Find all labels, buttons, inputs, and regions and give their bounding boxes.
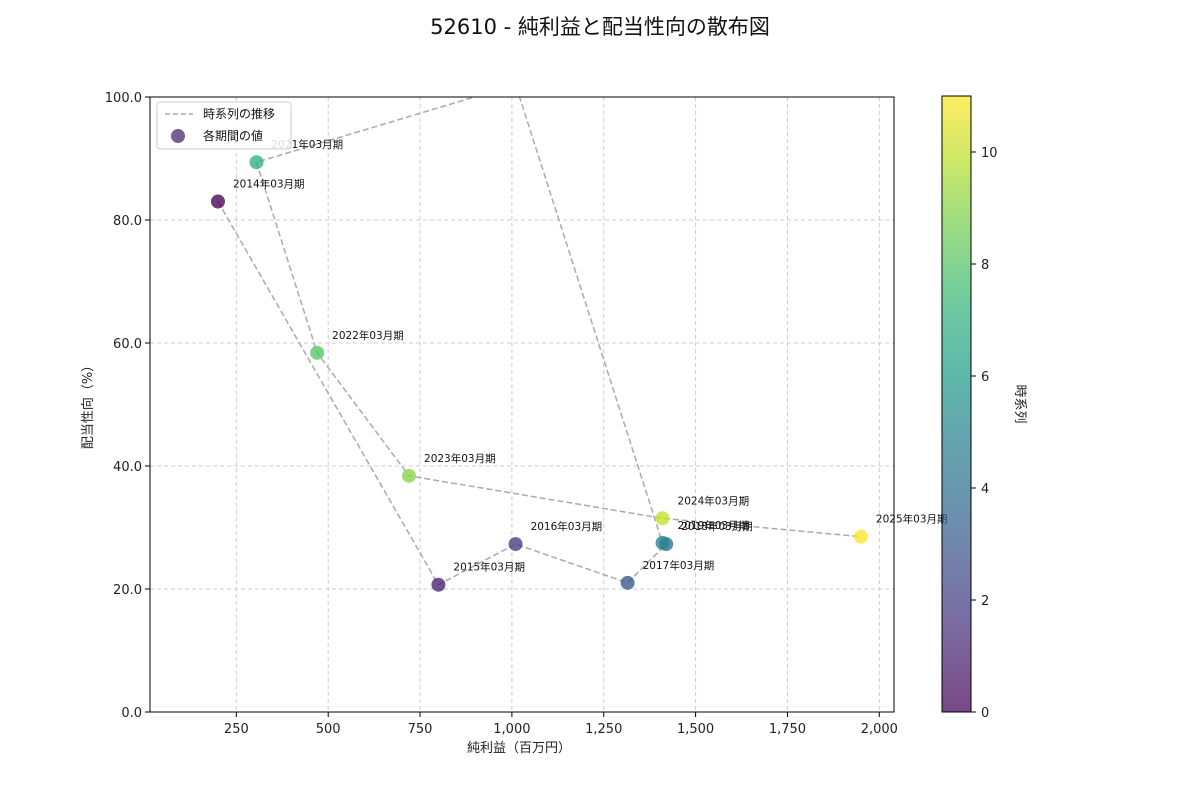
point-label: 2014年03月期 — [233, 178, 305, 191]
data-point — [655, 535, 670, 550]
plot-area: 2014年03月期 2015年03月期 2016年03月期 2017年03月期 2018… — [105, 91, 948, 737]
colorbar-tick-label: 10 — [981, 146, 998, 161]
point-label: 2025年03月期 — [876, 513, 948, 526]
point-label: 2019年03月期 — [678, 519, 750, 532]
colorbar-tick-label: 4 — [981, 482, 989, 497]
data-point — [431, 577, 446, 592]
data-point — [853, 529, 868, 544]
trend-line-group — [217, 97, 861, 586]
data-point — [249, 155, 264, 170]
colorbar-bar — [941, 95, 972, 713]
point-label: 2016年03月期 — [531, 520, 603, 533]
legend-point-label: 各期間の値 — [203, 128, 263, 143]
y-tick-label: 0.0 — [121, 706, 142, 721]
chart-title: 52610 - 純利益と配当性向の散布図 — [430, 15, 770, 39]
legend-point-swatch — [171, 129, 185, 143]
colorbar: 0 2 4 6 8 10 — [941, 95, 998, 721]
data-point — [402, 468, 417, 483]
point-label: 2024年03月期 — [678, 494, 750, 507]
x-tick-label: 1,250 — [585, 722, 622, 737]
colorbar-tick-label: 0 — [981, 706, 989, 721]
legend: 時系列の推移 各期間の値 — [156, 101, 292, 150]
y-tick-label: 40.0 — [113, 460, 142, 475]
x-tick-label: 2,000 — [861, 722, 898, 737]
data-point — [620, 575, 635, 590]
colorbar-tick-label: 8 — [981, 258, 989, 273]
point-label: 2017年03月期 — [643, 559, 715, 572]
colorbar-tick-label: 2 — [981, 594, 989, 609]
y-tick-label: 20.0 — [113, 583, 142, 598]
y-tick-label: 80.0 — [113, 214, 142, 229]
x-axis-title: 純利益（百万円） — [467, 741, 571, 756]
x-tick-label: 750 — [408, 722, 433, 737]
point-label: 2015年03月期 — [453, 561, 525, 574]
data-point — [508, 537, 523, 552]
x-tick-label: 1,750 — [769, 722, 806, 737]
trend-line — [217, 97, 861, 586]
y-axis-title: 配当性向（%） — [80, 359, 96, 449]
point-label: 2022年03月期 — [332, 329, 404, 342]
point-label: 2018年03月期 — [681, 520, 753, 533]
data-point — [310, 345, 325, 360]
x-tick-label: 500 — [316, 722, 341, 737]
x-tick-label: 1,500 — [677, 722, 714, 737]
y-tick-label: 60.0 — [113, 337, 142, 352]
plot-frame — [149, 96, 895, 713]
data-point — [655, 511, 670, 526]
legend-line-label: 時系列の推移 — [203, 107, 275, 121]
x-tick-label: 1,000 — [493, 722, 530, 737]
point-label: 2023年03月期 — [424, 452, 496, 465]
x-tick-label: 250 — [224, 722, 249, 737]
data-point — [210, 194, 225, 209]
colorbar-title: 時系列 — [1012, 384, 1027, 423]
y-tick-label: 100.0 — [105, 91, 142, 106]
colorbar-tick-label: 6 — [981, 370, 989, 385]
